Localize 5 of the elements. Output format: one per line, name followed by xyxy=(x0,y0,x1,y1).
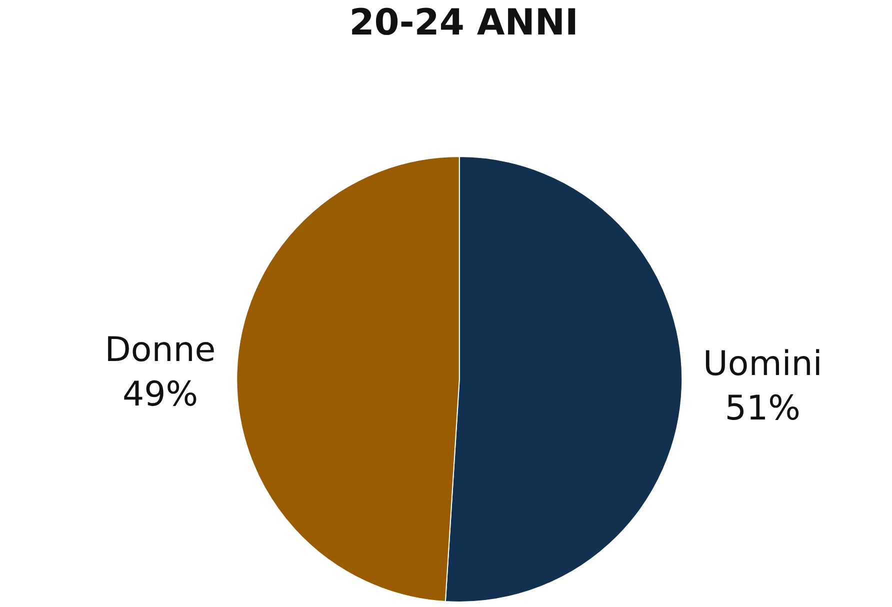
data-label: 49% xyxy=(122,374,198,414)
chart-title: 20-24 ANNI xyxy=(349,2,578,44)
data-label: 51% xyxy=(724,388,800,428)
slice-label: Donne xyxy=(104,330,216,370)
slice-label: Uomini xyxy=(703,344,822,384)
